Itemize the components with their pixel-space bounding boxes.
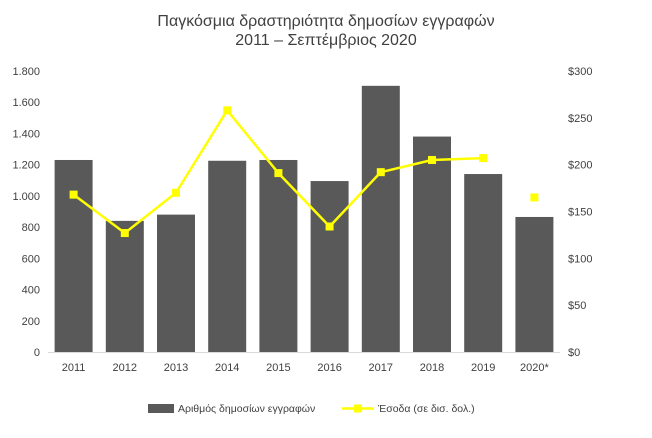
bar-2019 — [464, 174, 503, 352]
legend-bar-swatch — [148, 404, 174, 413]
bar-2012 — [105, 220, 144, 352]
y-right-tick-label: $300 — [568, 66, 592, 78]
y-right-tick-label: $200 — [568, 160, 592, 172]
revenue-point-2019 — [479, 154, 488, 163]
revenue-point-2018 — [428, 155, 436, 164]
revenue-point-2012 — [120, 229, 129, 238]
y-right-tick-label: $150 — [568, 207, 592, 219]
bar-2017 — [361, 85, 400, 352]
y-left-tick-label: 1.600 — [12, 97, 40, 109]
legend-bar-label: Αριθμός δημοσίων εγγραφών — [178, 403, 315, 415]
revenue-point-2017 — [376, 168, 385, 177]
y-left-tick-label: 1.400 — [12, 128, 40, 140]
bar-2011 — [54, 159, 93, 352]
y-left-tick-label: 800 — [22, 222, 40, 234]
bar-2015 — [259, 159, 298, 352]
y-right-tick-label: $250 — [568, 113, 592, 125]
x-tick-label: 2013 — [164, 362, 188, 374]
x-tick-label: 2018 — [420, 362, 444, 374]
chart-title: Παγκόσμια δραστηριότητα δημοσίων εγγραφώ… — [157, 13, 495, 30]
x-tick-label: 2016 — [317, 362, 341, 374]
y-right-tick-label: $100 — [568, 253, 592, 265]
bar-2013 — [157, 214, 195, 352]
x-tick-label: 2015 — [266, 362, 290, 374]
revenue-point-2011 — [69, 190, 78, 199]
revenue-point-2016 — [325, 222, 334, 231]
bar-2018 — [413, 136, 451, 352]
x-tick-label: 2020* — [520, 362, 549, 374]
bar-2016 — [310, 181, 349, 352]
y-left-tick-label: 0 — [34, 347, 40, 359]
y-left-tick-label: 1.800 — [12, 66, 40, 78]
legend-line-label: Έσοδα (σε δισ. δολ.) — [377, 403, 475, 415]
bar-2020p — [515, 216, 554, 352]
y-left-tick-label: 600 — [22, 253, 40, 265]
y-right-tick-label: $0 — [568, 347, 580, 359]
bar-2014 — [208, 160, 247, 352]
x-tick-label: 2017 — [369, 362, 393, 374]
revenue-point-2014 — [223, 106, 232, 115]
revenue-point-2020p — [530, 193, 539, 202]
x-tick-label: 2014 — [215, 362, 239, 374]
legend-line-marker — [354, 404, 362, 413]
y-right-tick-label: $50 — [568, 300, 586, 312]
x-tick-label: 2011 — [62, 362, 86, 374]
y-left-tick-label: 400 — [22, 285, 40, 297]
revenue-point-2013 — [172, 188, 180, 197]
x-tick-label: 2012 — [113, 362, 137, 374]
chart-subtitle: 2011 – Σεπτέμβριος 2020 — [235, 32, 417, 49]
x-tick-label: 2019 — [471, 362, 495, 374]
revenue-point-2015 — [274, 169, 283, 178]
y-left-tick-label: 1.000 — [12, 191, 40, 203]
chart-title-block: Παγκόσμια δραστηριότητα δημοσίων εγγραφώ… — [0, 12, 652, 50]
y-left-tick-label: 200 — [22, 316, 40, 328]
y-left-tick-label: 1.200 — [12, 160, 40, 172]
